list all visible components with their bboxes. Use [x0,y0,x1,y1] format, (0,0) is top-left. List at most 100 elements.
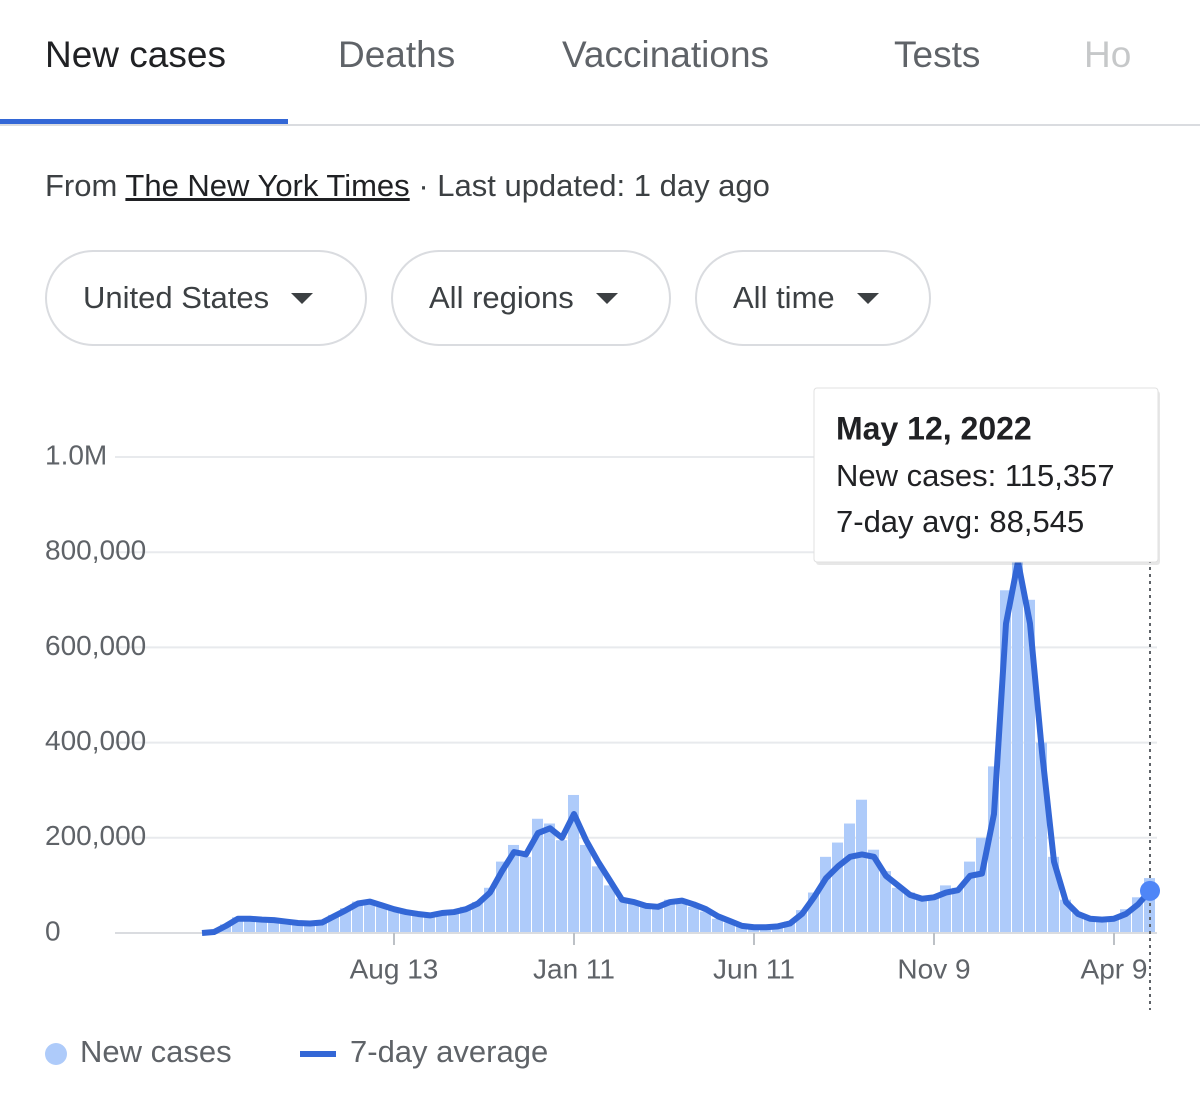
bar [1108,917,1119,933]
bar [820,856,831,933]
tooltip: May 12, 2022 New cases: 115,357 7-day avg:… [813,387,1160,565]
tab[interactable]: Deaths [338,34,456,75]
legend-label: New cases [80,1034,232,1069]
bar [256,920,267,933]
bar [508,844,519,933]
bar [388,909,399,933]
bar [772,925,783,933]
x-tick-label: Nov 9 [897,953,970,984]
bar [976,837,987,933]
bar [1096,919,1107,933]
filter-dropdown[interactable]: All time [695,250,931,346]
bar [928,894,939,933]
tab[interactable]: Tests [894,34,981,75]
bar [796,910,807,933]
bar [964,861,975,933]
bar [412,914,423,933]
bar [1036,742,1047,933]
bar [364,900,375,933]
x-tick-label: Apr 9 [1081,953,1148,984]
source-link[interactable]: The New York Times [125,168,410,203]
tab[interactable]: New cases [45,34,226,75]
bar [844,823,855,933]
tooltip-line: New cases: 115,357 [836,458,1115,493]
legend-swatch [45,1043,67,1065]
bar [880,871,891,933]
bar [400,911,411,933]
bar [268,919,279,933]
bar [1060,899,1071,933]
bar [652,908,663,933]
bar [748,927,759,933]
bar [916,899,927,933]
bar [1084,918,1095,933]
tab-indicator [0,119,288,124]
bar [700,911,711,933]
y-tick-label: 800,000 [45,535,146,566]
filter-dropdown[interactable]: United States [45,250,367,346]
bar [436,911,447,933]
bar [1048,856,1059,933]
bar [232,917,243,933]
filter-dropdown[interactable]: All regions [391,250,671,346]
y-tick-label: 1.0M [45,439,107,470]
bar [460,906,471,933]
bar [556,840,567,933]
bar [904,892,915,933]
legend-label: 7-day average [350,1034,548,1069]
bar [616,898,627,933]
bar [340,908,351,933]
tooltip-box [813,387,1159,563]
bar [736,925,747,933]
bar [676,902,687,933]
bar [640,904,651,933]
bar [592,866,603,933]
bar [784,921,795,933]
tab[interactable]: Ho [1084,34,1132,75]
bar [496,861,507,933]
bar [520,856,531,933]
bar [832,842,843,933]
bar [424,914,435,933]
y-tick-label: 200,000 [45,820,146,851]
bar [712,918,723,933]
source-line: From The New York Times · Last updated: … [45,168,770,204]
bar [280,922,291,933]
bar [688,906,699,933]
bar [532,818,543,933]
bar [988,766,999,933]
y-tick-label: 0 [45,915,61,946]
bar [952,887,963,933]
bar [1012,547,1023,933]
x-tick-label: Jun 11 [713,953,795,984]
bar [1000,590,1011,933]
source-prefix: From [45,168,118,203]
tab[interactable]: Vaccinations [562,34,770,75]
average-line [201,558,1153,936]
bar [604,885,615,933]
tooltip-line: 7-day avg: 88,545 [836,504,1084,539]
y-tick-label: 400,000 [45,725,146,756]
source-suffix: · Last updated: 1 day ago [418,168,770,203]
bar [568,794,579,933]
y-tick-label: 600,000 [45,630,146,661]
bar [580,844,591,933]
bar [1024,599,1035,933]
x-tick-label: Jan 11 [533,953,615,984]
bar [1132,897,1143,933]
bar [316,921,327,933]
x-tick-label: Aug 13 [350,953,439,984]
bar [1120,909,1131,933]
tooltip-date: May 12, 2022 [836,410,1032,446]
bar [544,823,555,933]
bar [856,799,867,933]
bar [448,912,459,933]
bar [292,922,303,933]
bar [472,902,483,933]
bar [940,885,951,933]
bar [328,914,339,933]
bar [724,922,735,933]
tab-divider [0,124,1200,126]
bar [484,887,495,933]
bar [304,923,315,933]
